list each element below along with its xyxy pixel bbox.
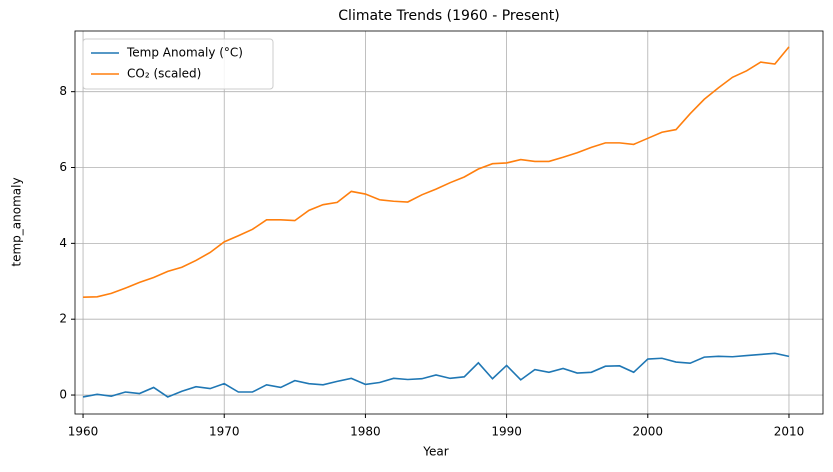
data-line xyxy=(83,46,790,299)
plot-frame xyxy=(74,30,824,415)
y-tick-label: 6 xyxy=(59,160,67,174)
x-tick-label: 2010 xyxy=(774,425,805,439)
x-tick-label: 1960 xyxy=(68,425,99,439)
x-tick-label: 2000 xyxy=(633,425,664,439)
x-tick-label: 1990 xyxy=(491,425,522,439)
y-tick-label: 4 xyxy=(59,236,67,250)
y-tick-label: 8 xyxy=(59,84,67,98)
y-tick-label: 2 xyxy=(59,312,67,326)
x-tick-label: 1980 xyxy=(350,425,381,439)
y-axis-label: temp_anomaly xyxy=(10,177,24,266)
chart-title: Climate Trends (1960 - Present) xyxy=(338,8,559,24)
legend-label: CO₂ (scaled) xyxy=(127,67,201,81)
legend-label: Temp Anomaly (°C) xyxy=(126,46,243,60)
legend-box xyxy=(82,38,274,90)
x-tick-label: 1970 xyxy=(209,425,240,439)
y-tick-label: 0 xyxy=(59,388,67,402)
data-line xyxy=(82,352,790,398)
x-axis-label: Year xyxy=(422,445,448,459)
